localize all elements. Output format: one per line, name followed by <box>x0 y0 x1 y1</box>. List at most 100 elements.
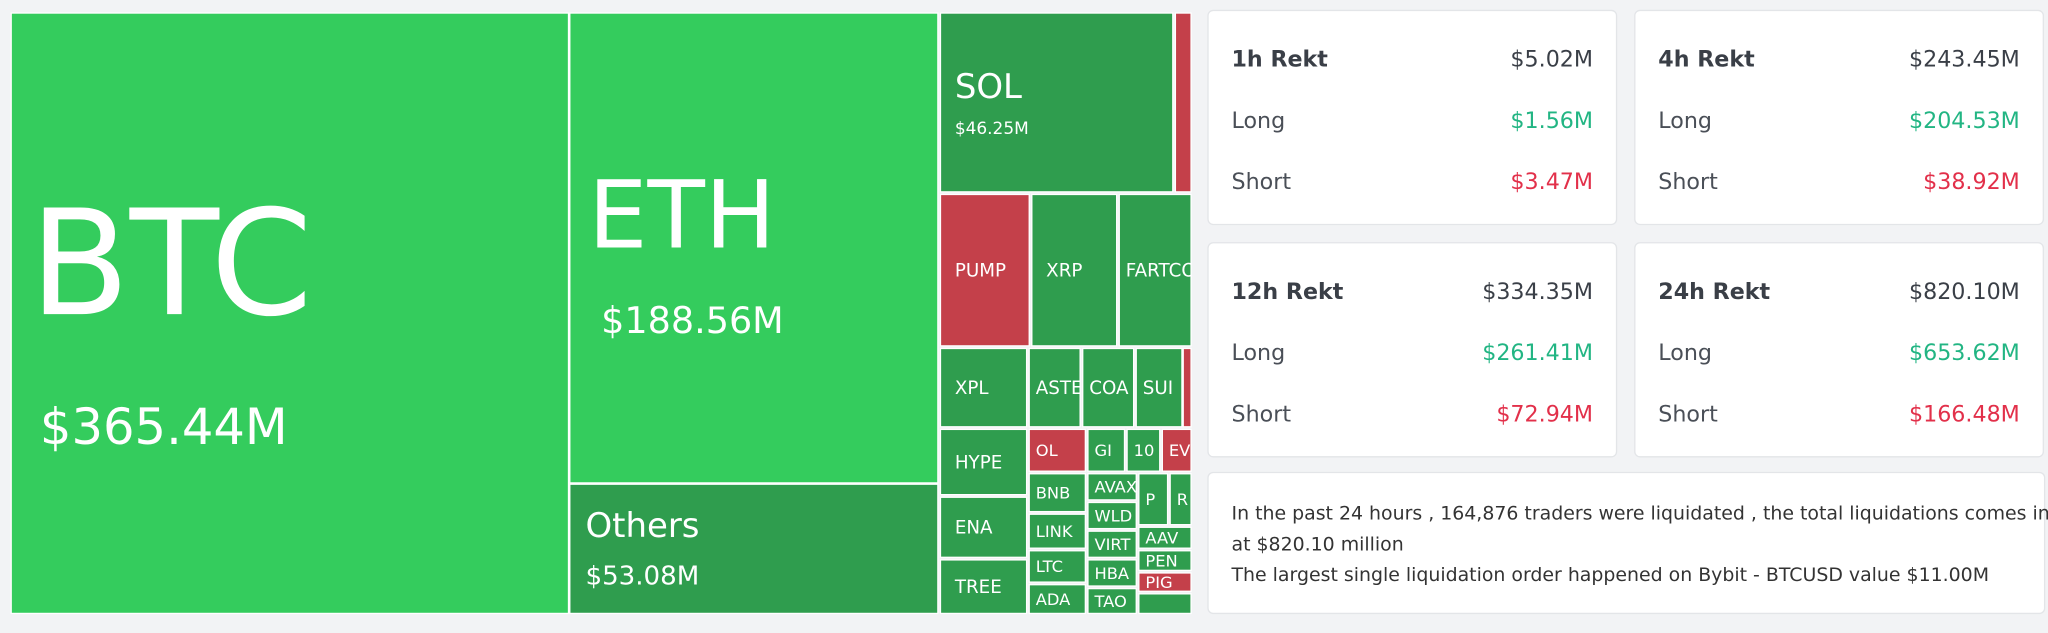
tile-background <box>1031 194 1117 346</box>
tile-background <box>1138 593 1192 614</box>
tile-border <box>1028 513 1086 549</box>
tile: LTC <box>1029 550 1086 583</box>
tile: VIRT <box>1087 531 1137 558</box>
tile-border <box>1161 428 1192 472</box>
tile-label: WLD <box>1094 506 1132 525</box>
tile-background <box>940 194 1030 346</box>
tile-background <box>1170 473 1192 525</box>
tile-label: LTC <box>1036 557 1063 576</box>
tile-background <box>940 13 1173 192</box>
tile-background <box>1087 559 1137 587</box>
tile: SUI <box>1136 348 1182 427</box>
tile-label: BTC <box>29 179 312 349</box>
tile: ETH $188.56M <box>569 13 938 483</box>
long-label: Long <box>1232 108 1286 134</box>
tile: TAO <box>1087 588 1137 614</box>
tile-background <box>1029 584 1086 614</box>
tile-background <box>569 13 938 483</box>
tile-border <box>1138 593 1192 615</box>
short-label: Short <box>1658 402 1718 428</box>
tile-border <box>1182 347 1192 428</box>
tile: ADA <box>1029 584 1086 614</box>
tile: COA <box>1082 348 1134 427</box>
tile-background <box>1029 348 1081 427</box>
tile-border <box>1087 587 1137 615</box>
tile-border <box>1028 473 1086 513</box>
short-value: $3.47M <box>1510 169 1593 195</box>
tile-background <box>1087 588 1137 614</box>
tile-value: $188.56M <box>601 299 784 342</box>
short-value: $72.94M <box>1496 402 1593 428</box>
tile: XPL <box>940 348 1027 427</box>
tile-border <box>1087 501 1137 530</box>
tile: OL <box>1029 429 1086 472</box>
summary-line: In the past 24 hours , 164,876 traders w… <box>1232 503 2048 525</box>
short-value: $166.48M <box>1909 402 2020 428</box>
tile-value: $46.25M <box>955 118 1029 138</box>
tile-label: COA <box>1089 378 1129 399</box>
tile-border <box>1028 584 1086 615</box>
tile-label: GI <box>1094 441 1111 460</box>
tile-label: AVAX <box>1094 478 1137 497</box>
tile-label: XPL <box>955 378 990 399</box>
card-total: $243.45M <box>1909 47 2020 73</box>
tile-background <box>1136 348 1182 427</box>
tile-border <box>1082 347 1135 428</box>
stat-card: 12h Rekt $334.35M Long $261.41M Short $72.94M <box>1207 242 1618 458</box>
tile-background <box>940 348 1027 427</box>
tile-background <box>1162 429 1192 472</box>
tile-border <box>1118 193 1192 347</box>
tile-background <box>1119 194 1192 346</box>
tile: EV <box>1162 429 1192 472</box>
tile: R <box>1170 473 1192 525</box>
tile-background <box>1029 550 1086 583</box>
tile: XRP <box>1031 194 1117 346</box>
tile: AAV <box>1138 527 1192 549</box>
tile-background <box>1138 572 1192 592</box>
tile-background <box>1029 473 1086 512</box>
tile-background <box>1082 348 1134 427</box>
tile-border <box>569 483 939 615</box>
long-value: $1.56M <box>1510 108 1593 134</box>
tile: WLD <box>1087 502 1137 529</box>
tile-border <box>1135 347 1183 428</box>
long-label: Long <box>1232 340 1286 366</box>
tile-label: AAV <box>1145 529 1179 548</box>
tile-label: SUI <box>1143 378 1173 399</box>
tile: SOL $46.25M <box>940 13 1173 192</box>
tile-background <box>1087 429 1125 472</box>
card-background <box>1207 242 1618 458</box>
tile <box>1138 593 1192 614</box>
treemap: BTC $365.44M ETH $188.56M Others $53.08M SOL $4… <box>10 12 1192 615</box>
tile-border <box>939 496 1028 558</box>
tile: Others $53.08M <box>569 484 938 614</box>
tile-background <box>1087 531 1137 558</box>
tile-background <box>1087 502 1137 529</box>
tile-label: BNB <box>1036 484 1071 503</box>
tile-border <box>1087 559 1137 587</box>
tile <box>1175 13 1192 192</box>
tile-border <box>1138 572 1192 592</box>
tile: ASTE <box>1029 348 1083 427</box>
card-title: 12h Rekt <box>1232 279 1344 305</box>
card-total: $820.10M <box>1909 279 2020 305</box>
tile-border <box>1031 193 1118 347</box>
card-title: 1h Rekt <box>1232 47 1329 73</box>
tile-background <box>1183 348 1192 427</box>
tile-label: HBA <box>1094 564 1129 583</box>
tile: LINK <box>1029 514 1086 549</box>
card-background <box>1634 9 2044 226</box>
tile-border <box>1028 347 1081 428</box>
long-value: $204.53M <box>1909 108 2020 134</box>
tile-border <box>1087 530 1137 558</box>
tile-label: ASTE <box>1036 378 1083 399</box>
tile-background <box>11 13 569 614</box>
tile-label: EV <box>1169 441 1191 460</box>
tile-value: $53.08M <box>585 561 699 591</box>
tile-border <box>939 559 1028 615</box>
card-total: $334.35M <box>1482 279 1593 305</box>
short-value: $38.92M <box>1923 169 2020 195</box>
stat-card: 1h Rekt $5.02M Long $1.56M Short $3.47M <box>1207 9 1618 226</box>
tile-border <box>569 12 939 484</box>
